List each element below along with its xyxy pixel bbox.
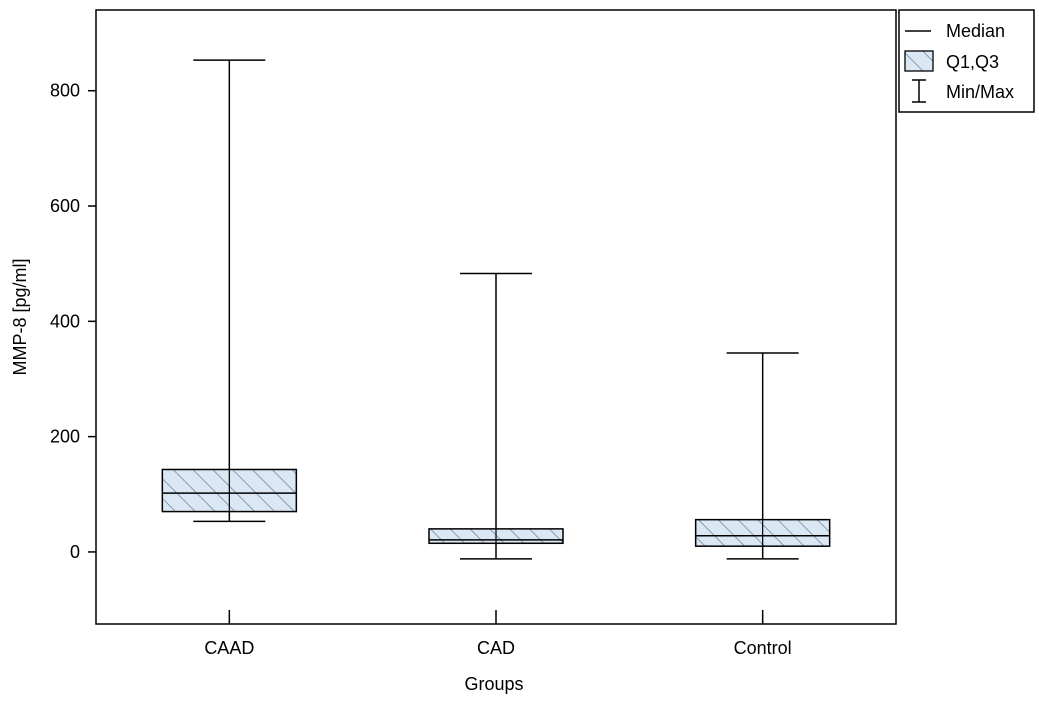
box-cad: [428, 272, 564, 560]
x-axis: CAAD CAD Control: [204, 610, 792, 658]
y-axis-label: MMP-8 [pg/ml]: [10, 258, 30, 375]
x-tick-label: Control: [734, 638, 792, 658]
legend-q1q3-symbol: [904, 50, 934, 72]
legend-median-label: Median: [946, 21, 1005, 41]
legend-q1q3-label: Q1,Q3: [946, 52, 999, 72]
legend-minmax-label: Min/Max: [946, 82, 1014, 102]
legend: Median Q1,Q3 Min/Max: [898, 9, 1035, 113]
x-axis-label: Groups: [464, 674, 523, 694]
x-tick-label: CAAD: [204, 638, 254, 658]
boxes: [161, 59, 831, 560]
x-tick-label: CAD: [477, 638, 515, 658]
y-tick-label: 400: [50, 311, 80, 331]
box-control: [694, 352, 831, 560]
y-tick-label: 0: [70, 542, 80, 562]
y-tick-label: 200: [50, 427, 80, 447]
y-axis: 0 200 400 600 800: [50, 81, 96, 562]
legend-minmax-symbol: [912, 79, 926, 103]
box-caad: [161, 59, 298, 523]
y-tick-label: 800: [50, 81, 80, 101]
y-tick-label: 600: [50, 196, 80, 216]
